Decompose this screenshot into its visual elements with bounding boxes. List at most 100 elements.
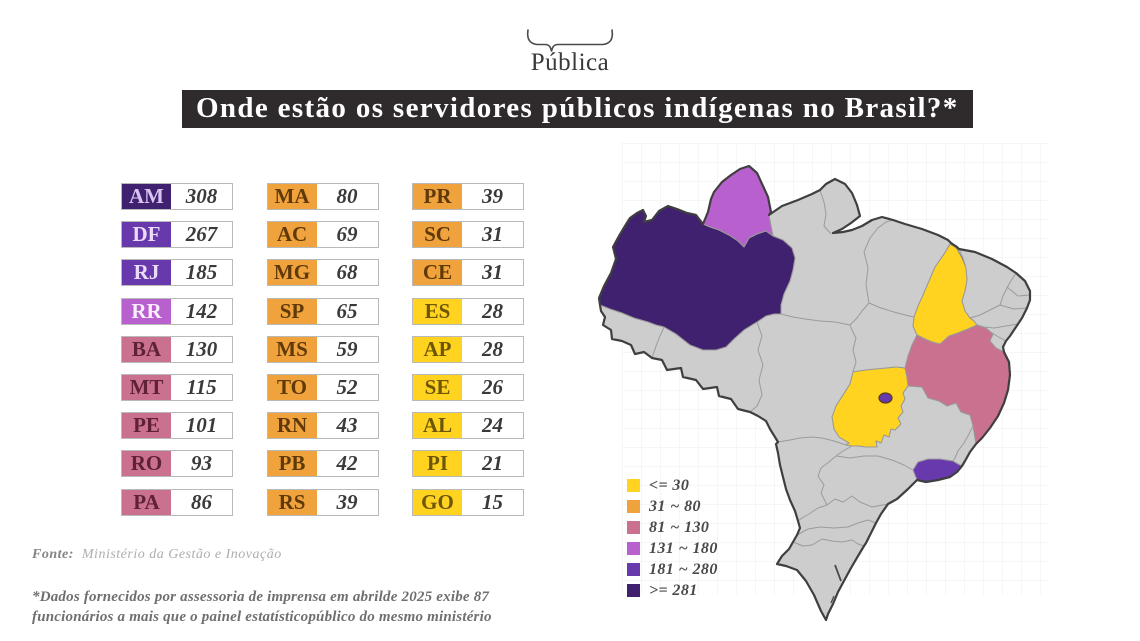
state-code: BA [122,336,171,362]
table-row-RO: RO 93 [121,450,233,478]
state-border [817,455,837,506]
state-value: 115 [186,374,217,399]
state-code: MT [122,374,171,400]
state-value: 28 [482,298,503,323]
state-border [868,302,915,318]
state-border [904,334,918,369]
state-border [1006,286,1031,297]
legend-swatch [627,542,640,555]
state-border [863,219,894,304]
state-code: AC [267,222,317,248]
state-value: 101 [185,413,218,438]
state-border [826,495,889,508]
state-code: AP [413,336,462,362]
state-border [772,235,796,314]
table-row-PA: PA 86 [121,488,233,516]
state-value: 69 [336,222,358,247]
state-value: 93 [191,451,212,476]
state-border [796,519,877,536]
footnote: *Dados fornecidos por assessoria de impr… [32,589,492,625]
lagoon-line [834,564,842,582]
state-border [792,538,865,547]
state-code: CE [413,260,462,286]
table-column-2: MA 80 AC 69 MG 68 SP 65 MS 59 TO 52 RN 43 PB 42 RS 39 [266,183,379,527]
state-code: RR [122,298,171,324]
brace-icon [526,29,614,52]
state-code: MA [267,184,317,209]
page-title: Onde estão os servidores públicos indíge… [182,90,973,128]
state-border [819,189,832,235]
table-row-AL: AL 24 [412,412,524,440]
state-value: 24 [482,413,503,438]
legend-item-b6: >= 281 [627,580,718,601]
legend-item-b3: 81 ~ 130 [627,517,718,538]
legend-label: 131 ~ 180 [649,539,718,557]
publica-logo: Pública [0,28,1140,77]
state-code: SP [267,298,317,324]
state-border [913,242,952,318]
state-border [912,469,918,481]
state-value: 31 [482,260,503,285]
state-value: 185 [185,260,218,285]
lagoon-line [830,595,835,604]
state-border [835,455,914,471]
legend-swatch [627,584,640,597]
state-value: 52 [336,374,358,399]
state-border [780,313,851,326]
legend-item-b4: 131 ~ 180 [627,538,718,559]
state-border [999,272,1017,306]
table-row-RS: RS 39 [266,488,379,516]
state-value: 86 [191,489,212,514]
state-border [972,425,977,445]
table-row-AP: AP 28 [412,335,524,363]
state-code: RO [122,451,171,477]
state-code: MG [267,260,317,286]
state-value: 15 [482,489,503,514]
state-code: MS [267,336,317,362]
state-value: 43 [336,413,358,438]
state-code: PR [413,184,462,209]
state-border [969,304,1001,319]
country-outline [597,164,1032,622]
state-code: RS [267,489,317,515]
state-border [904,367,909,387]
table-row-CE: CE 31 [412,259,524,287]
state-code: RJ [122,260,171,286]
table-row-RJ: RJ 185 [121,259,233,287]
state-border [852,385,909,448]
table-column-3: PR 39 SC 31 CE 31 ES 28 AP 28 SE 26 AL 24 PI 21 GO 15 [412,183,524,527]
state-border [845,444,853,447]
legend-item-b5: 181 ~ 280 [627,559,718,580]
table-row-AC: AC 69 [266,221,379,249]
state-border [852,366,906,373]
state-border [912,316,918,336]
table-row-PB: PB 42 [266,450,379,478]
state-value: 80 [336,184,358,208]
state-value: 267 [185,222,218,247]
source-label: Fonte: [32,547,74,562]
state-border [702,214,774,248]
table-row-RR: RR 142 [121,297,233,325]
state-border [999,304,1028,310]
state-border [912,458,954,471]
state-code: AL [413,413,462,439]
state-border [958,248,971,319]
table-row-PR: PR 39 [412,183,524,210]
table-row-TO: TO 52 [266,373,379,401]
state-border [797,504,828,522]
state-code: PA [122,489,171,515]
state-value: 65 [336,298,358,323]
legend-swatch [627,563,640,576]
state-code: PB [267,451,317,477]
table-row-AM: AM 308 [121,183,233,210]
legend-label: 181 ~ 280 [649,560,718,578]
state-border [969,317,978,326]
state-value: 42 [336,451,358,476]
state-value: 59 [336,336,358,361]
table-row-SC: SC 31 [412,221,524,249]
state-value: 142 [185,298,218,323]
state-border [907,385,974,427]
legend-item-b2: 31 ~ 80 [627,496,718,517]
state-value: 39 [336,489,358,514]
